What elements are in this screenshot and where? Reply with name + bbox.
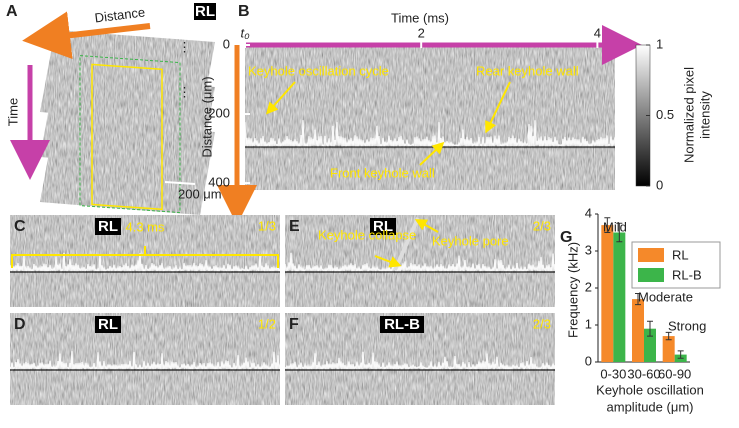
tag: RL — [98, 316, 118, 333]
keyhole-wall — [9, 252, 282, 275]
tag: RL-B — [384, 316, 420, 333]
bar — [632, 299, 644, 362]
panel-label: A — [6, 3, 18, 20]
image-stack: ⋮ ⋮ — [40, 30, 215, 215]
kymograph — [10, 313, 280, 405]
annotation-arrow — [485, 81, 511, 134]
bar — [644, 328, 656, 362]
fraction: 1/2 — [258, 316, 276, 331]
tag: RL — [98, 218, 118, 235]
annotation-arrow — [419, 141, 445, 166]
distance-label: Distance — [94, 4, 146, 25]
annotation-arrow — [374, 255, 402, 268]
y-tick-label: 400 — [208, 175, 230, 190]
annotation: Keyhole oscillation cycle — [248, 63, 389, 78]
colorbar-label: Normalized pixel — [681, 67, 696, 163]
annotation: Front keyhole wall — [330, 165, 435, 180]
y-tick-label: 3 — [585, 242, 592, 257]
x-tick-label: 60-90 — [658, 366, 691, 381]
y-tick-label: 0 — [223, 36, 230, 51]
span-bracket — [11, 246, 279, 268]
bar — [662, 336, 675, 362]
annotation-arrow — [266, 81, 296, 115]
fraction: 1/3 — [258, 218, 276, 233]
fraction: 2/3 — [533, 218, 551, 233]
panel-label: E — [289, 218, 300, 235]
annotation: Moderate — [638, 289, 693, 304]
colorbar-tick-label: 0.5 — [656, 107, 674, 122]
tag-box — [194, 3, 216, 20]
x-axis-label: Keyhole oscillation — [596, 382, 704, 397]
panel-label: F — [289, 316, 299, 333]
error-bar — [647, 320, 653, 337]
legend-swatch — [638, 248, 664, 262]
x-tick-label: t₀ — [240, 25, 250, 40]
scale-bar-label: 200 μm — [178, 186, 222, 201]
tag: RL — [373, 218, 393, 235]
error-bar — [665, 331, 672, 341]
y-tick-label: 4 — [585, 205, 592, 220]
x-axis-label: Time (ms) — [391, 10, 449, 25]
panel-label: B — [238, 3, 250, 20]
x-tick-label: 4 — [594, 25, 601, 40]
tag: RL — [195, 3, 215, 20]
span-label: 4.3 ms — [125, 219, 165, 234]
distance-arrow — [22, 11, 151, 60]
y-tick-label: 2 — [585, 279, 592, 294]
tag-box — [370, 218, 396, 235]
colorbar-tick-label: 0 — [656, 177, 663, 192]
annotation: Strong — [668, 318, 706, 333]
time-label: Time — [5, 98, 20, 126]
bar — [601, 225, 614, 362]
kymograph — [10, 215, 280, 307]
error-bar — [616, 222, 623, 243]
keyhole-wall — [244, 120, 617, 150]
kymograph — [285, 215, 555, 307]
x-tick-label: 30-60 — [627, 366, 660, 381]
legend-swatch — [638, 268, 664, 282]
y-axis-label: Frequency (kHz) — [565, 242, 580, 338]
y-tick-label: 200 — [208, 105, 230, 120]
keyhole-wall — [284, 351, 557, 373]
panel-label: G — [560, 229, 572, 246]
tag-box — [95, 316, 121, 333]
annotation-arrow — [414, 219, 439, 233]
keyhole-wall — [244, 120, 617, 150]
error-bar — [677, 350, 684, 359]
annotation: Keyhole pore — [432, 233, 509, 248]
colorbar-tick-label: 1 — [656, 36, 663, 51]
x-tick-label: 0-30 — [600, 366, 626, 381]
legend-label: RL — [672, 247, 689, 262]
bar — [613, 232, 626, 362]
svg-text:⋮: ⋮ — [178, 84, 191, 99]
annotation: Rear keyhole wall — [476, 63, 579, 78]
keyhole-wall — [284, 252, 557, 275]
y-tick-label: 0 — [585, 353, 592, 368]
tag-box — [95, 218, 121, 235]
fraction: 2/3 — [533, 316, 551, 331]
svg-text:⋮: ⋮ — [178, 39, 191, 54]
error-bar — [635, 293, 641, 306]
y-axis-label: Distance (μm) — [199, 76, 214, 157]
annotation: Keyhole collapse — [318, 227, 416, 242]
error-bar — [604, 217, 611, 233]
annotation: Mild — [603, 219, 627, 234]
panel-label: C — [14, 218, 26, 235]
colorbar-label: intensity — [697, 91, 712, 139]
x-axis-label: amplitude (μm) — [607, 399, 694, 414]
y-tick-label: 1 — [585, 316, 592, 331]
x-tick-label: 2 — [418, 25, 425, 40]
legend-label: RL-B — [672, 267, 702, 282]
panel-label: D — [14, 316, 26, 333]
kymograph — [245, 45, 615, 190]
tag-box — [380, 316, 424, 333]
